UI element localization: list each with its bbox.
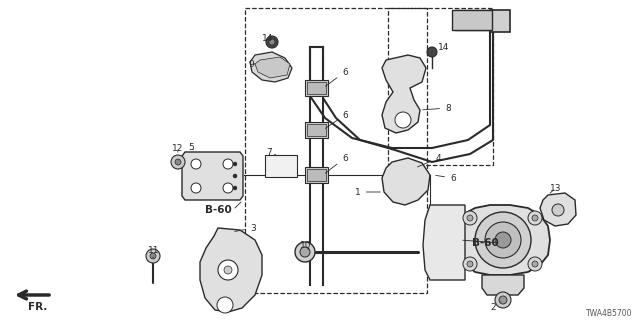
Circle shape <box>532 215 538 221</box>
Circle shape <box>295 242 315 262</box>
Bar <box>245 8 427 293</box>
Polygon shape <box>482 275 524 295</box>
Circle shape <box>485 222 521 258</box>
Circle shape <box>499 296 507 304</box>
Text: 5: 5 <box>188 142 194 151</box>
Polygon shape <box>382 158 430 205</box>
Text: 1: 1 <box>355 188 380 196</box>
Text: 12: 12 <box>172 143 184 153</box>
Polygon shape <box>457 205 550 275</box>
Text: 6: 6 <box>325 154 348 173</box>
Text: 4: 4 <box>417 154 442 167</box>
Circle shape <box>269 39 275 45</box>
Polygon shape <box>490 10 510 32</box>
Circle shape <box>217 297 233 313</box>
Text: FR.: FR. <box>28 302 48 312</box>
Circle shape <box>233 174 237 178</box>
Circle shape <box>266 36 278 48</box>
Circle shape <box>528 211 542 225</box>
Text: 13: 13 <box>550 183 561 193</box>
Text: 10: 10 <box>300 241 312 250</box>
Text: 7: 7 <box>266 148 276 156</box>
Bar <box>388 8 493 165</box>
Circle shape <box>191 159 201 169</box>
Text: 2: 2 <box>490 302 501 313</box>
Circle shape <box>463 257 477 271</box>
Text: 6: 6 <box>325 68 348 86</box>
Circle shape <box>552 204 564 216</box>
Polygon shape <box>307 124 326 136</box>
Circle shape <box>495 232 511 248</box>
Polygon shape <box>540 193 576 226</box>
Circle shape <box>475 212 531 268</box>
Text: B-60: B-60 <box>472 238 499 248</box>
Circle shape <box>171 155 185 169</box>
Text: 14: 14 <box>262 34 273 43</box>
Polygon shape <box>200 228 262 312</box>
Circle shape <box>528 257 542 271</box>
Polygon shape <box>423 205 465 280</box>
Circle shape <box>233 186 237 190</box>
Circle shape <box>223 159 233 169</box>
Circle shape <box>218 260 238 280</box>
Polygon shape <box>382 55 426 133</box>
Text: 14: 14 <box>432 43 449 52</box>
Circle shape <box>532 261 538 267</box>
Circle shape <box>427 47 437 57</box>
Text: TWA4B5700: TWA4B5700 <box>586 308 632 317</box>
Polygon shape <box>307 82 326 94</box>
Polygon shape <box>307 169 326 181</box>
Circle shape <box>395 112 411 128</box>
Polygon shape <box>255 57 290 78</box>
Polygon shape <box>452 10 492 30</box>
Text: 6: 6 <box>436 173 456 182</box>
Circle shape <box>191 183 201 193</box>
Circle shape <box>175 159 181 165</box>
Text: 3: 3 <box>235 223 256 233</box>
Text: 11: 11 <box>148 245 159 258</box>
Circle shape <box>150 253 156 259</box>
Polygon shape <box>305 167 328 183</box>
Text: 6: 6 <box>325 110 348 128</box>
Text: 9: 9 <box>248 60 255 68</box>
Polygon shape <box>182 152 243 200</box>
Polygon shape <box>250 52 292 82</box>
Circle shape <box>463 211 477 225</box>
Text: 8: 8 <box>423 103 451 113</box>
Circle shape <box>300 247 310 257</box>
Polygon shape <box>305 122 328 138</box>
Circle shape <box>233 162 237 166</box>
Circle shape <box>146 249 160 263</box>
Polygon shape <box>460 15 490 25</box>
Circle shape <box>223 183 233 193</box>
Circle shape <box>495 292 511 308</box>
Circle shape <box>224 266 232 274</box>
Text: B-60: B-60 <box>205 205 232 215</box>
Circle shape <box>467 215 473 221</box>
Polygon shape <box>305 80 328 96</box>
Circle shape <box>467 261 473 267</box>
Polygon shape <box>455 10 495 30</box>
Bar <box>265 155 297 177</box>
